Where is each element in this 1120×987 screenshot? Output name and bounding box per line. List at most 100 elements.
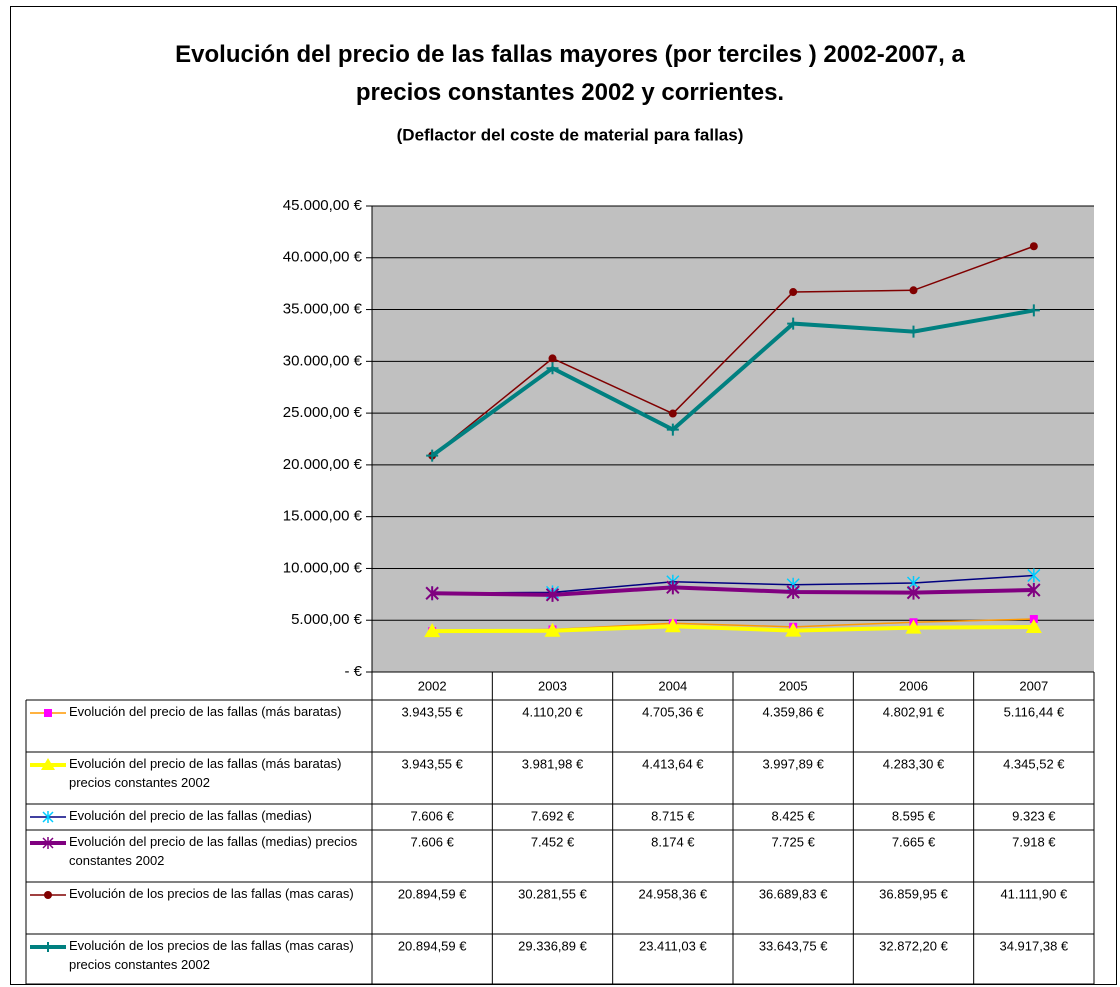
- marker: [424, 623, 441, 638]
- legend-marker-shape: [43, 942, 53, 952]
- y-tick-label: 15.000,00 €: [283, 508, 363, 525]
- table-value: 29.336,89 €: [518, 938, 587, 953]
- x-tick-label: 2002: [418, 678, 447, 693]
- marker: [789, 288, 798, 297]
- x-tick-label: 2004: [658, 678, 687, 693]
- table-value: 3.981,98 €: [522, 756, 584, 771]
- chart-title: Evolución del precio de las fallas mayor…: [175, 41, 965, 106]
- x-tick-label: 2006: [899, 678, 928, 693]
- marker: [546, 362, 559, 375]
- y-tick-label: 10.000,00 €: [283, 559, 363, 576]
- x-tick-label: 2007: [1019, 678, 1048, 693]
- legend-label: Evolución del precio de las fallas (más …: [69, 756, 342, 790]
- legend-label: Evolución del precio de las fallas (medi…: [69, 808, 312, 823]
- legend-marker-shape: [44, 891, 52, 899]
- legend-label-box: Evolución de los precios de las fallas (…: [69, 886, 354, 901]
- table-value: 7.918 €: [1012, 834, 1056, 849]
- marker: [664, 618, 681, 633]
- table-value: 4.345,52 €: [1003, 756, 1065, 771]
- legend-label: Evolución del precio de las fallas (más …: [69, 704, 342, 719]
- legend-marker: [42, 811, 54, 823]
- marker: [426, 449, 439, 462]
- marker: [905, 619, 922, 634]
- marker: [666, 580, 680, 595]
- table-value: 4.359,86 €: [762, 704, 824, 719]
- legend-label: Evolución del precio de las fallas (medi…: [69, 834, 358, 868]
- series-line: [432, 624, 1034, 634]
- marker: [1029, 242, 1038, 251]
- legend-marker-shape: [44, 709, 52, 717]
- marker: [785, 622, 802, 637]
- table-value: 9.323 €: [1012, 808, 1056, 823]
- y-tick-label: 40.000,00 €: [283, 249, 363, 266]
- table-value: 30.281,55 €: [518, 886, 587, 901]
- table-value: 7.665 €: [892, 834, 936, 849]
- table-value: 7.692 €: [531, 808, 575, 823]
- table-value: 33.643,75 €: [759, 938, 828, 953]
- legend-marker-shape: [42, 811, 54, 823]
- legend-marker: [41, 758, 55, 770]
- table-value: 20.894,59 €: [398, 886, 467, 901]
- legend-marker-shape: [42, 837, 54, 849]
- table-value: 7.452 €: [531, 834, 575, 849]
- table-value: 20.894,59 €: [398, 938, 467, 953]
- marker: [668, 409, 677, 418]
- table-value: 4.705,36 €: [642, 704, 704, 719]
- chart-subtitle: (Deflactor del coste de material para fa…: [397, 125, 744, 144]
- marker: [909, 286, 918, 295]
- table-value: 23.411,03 €: [639, 938, 707, 953]
- title-box: Evolución del precio de las fallas mayor…: [175, 41, 965, 106]
- table-value: 32.872,20 €: [879, 938, 948, 953]
- y-tick-label: 45.000,00 €: [283, 197, 363, 214]
- marker: [786, 585, 800, 600]
- table-value: 4.413,64 €: [642, 756, 704, 771]
- marker: [1027, 568, 1041, 583]
- table-value: 7.725 €: [771, 834, 815, 849]
- table-value: 8.174 €: [651, 834, 695, 849]
- legend-label-box: Evolución del precio de las fallas (más …: [69, 704, 342, 719]
- legend-key: [30, 709, 66, 717]
- series-line: [431, 245, 1035, 457]
- series-line: [430, 308, 1035, 458]
- y-tick-label: 25.000,00 €: [283, 404, 363, 421]
- legend-label-box: Evolución de los precios de las fallas (…: [69, 938, 354, 972]
- table-value: 24.958,36 €: [638, 886, 707, 901]
- series-line: [432, 585, 1034, 597]
- y-tick-label: 5.000,00 €: [291, 611, 363, 628]
- marker: [906, 585, 921, 600]
- table-value: 4.110,20 €: [522, 704, 583, 719]
- table-value: 3.943,55 €: [401, 704, 463, 719]
- marker: [544, 622, 561, 637]
- table-value: 8.595 €: [892, 808, 936, 823]
- table-value: 41.111,90 €: [1000, 886, 1068, 901]
- table-value: 8.715 €: [651, 808, 695, 823]
- table-value: 5.116,44 €: [1004, 704, 1065, 719]
- legend-key: [30, 811, 66, 823]
- legend-key: [30, 837, 66, 849]
- legend-marker: [44, 709, 52, 717]
- marker: [907, 325, 920, 338]
- marker: [425, 586, 439, 601]
- series-line: [432, 574, 1034, 594]
- y-tick-label: 35.000,00 €: [283, 301, 363, 318]
- legend-marker: [42, 837, 54, 849]
- table-value: 3.997,89 €: [762, 756, 824, 771]
- legend-key: [30, 942, 66, 952]
- y-tick-label: 20.000,00 €: [283, 456, 363, 473]
- marker: [666, 423, 679, 436]
- legend-label: Evolución de los precios de las fallas (…: [69, 938, 354, 972]
- y-tick-label: 30.000,00 €: [283, 352, 363, 369]
- plot-area: [372, 206, 1094, 672]
- table-value: 34.917,38 €: [999, 938, 1068, 953]
- table-value: 36.689,83 €: [759, 886, 828, 901]
- table-value: 36.859,95 €: [879, 886, 948, 901]
- legend-marker: [44, 891, 52, 899]
- marker: [548, 354, 557, 363]
- marker: [1027, 304, 1040, 317]
- table-value: 4.283,30 €: [883, 756, 945, 771]
- legend-marker: [43, 942, 53, 952]
- legend-key: [30, 891, 66, 899]
- y-tick-label: - €: [344, 663, 362, 680]
